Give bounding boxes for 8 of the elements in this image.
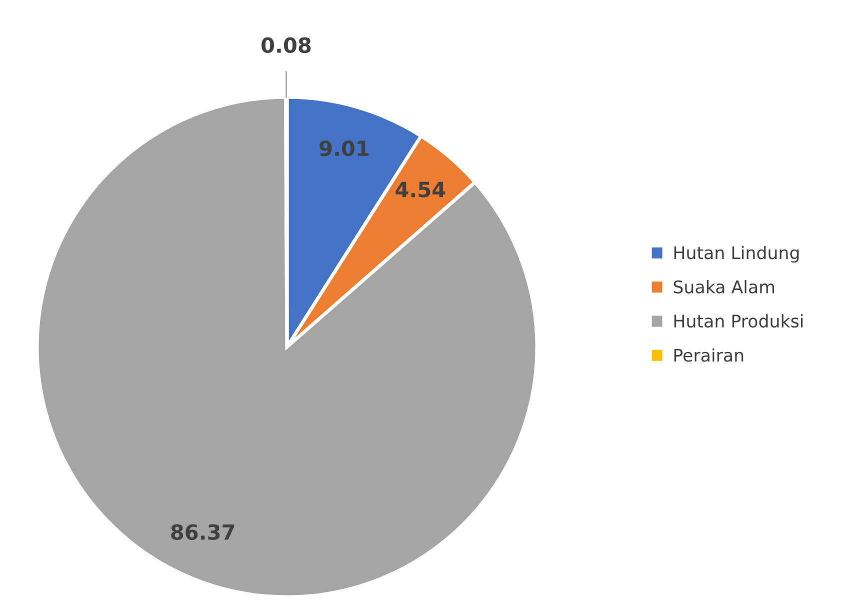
data-label: 86.37	[171, 524, 234, 540]
legend-label: Perairan	[674, 348, 744, 362]
data-label: 4.54	[396, 182, 446, 198]
legend-label: Suaka Alam	[674, 280, 774, 294]
data-label: 0.08	[262, 37, 311, 54]
data-label: 9.01	[320, 140, 369, 156]
legend-label: Hutan Lindung	[674, 246, 799, 263]
legend-label: Hutan Produksi	[674, 314, 803, 328]
